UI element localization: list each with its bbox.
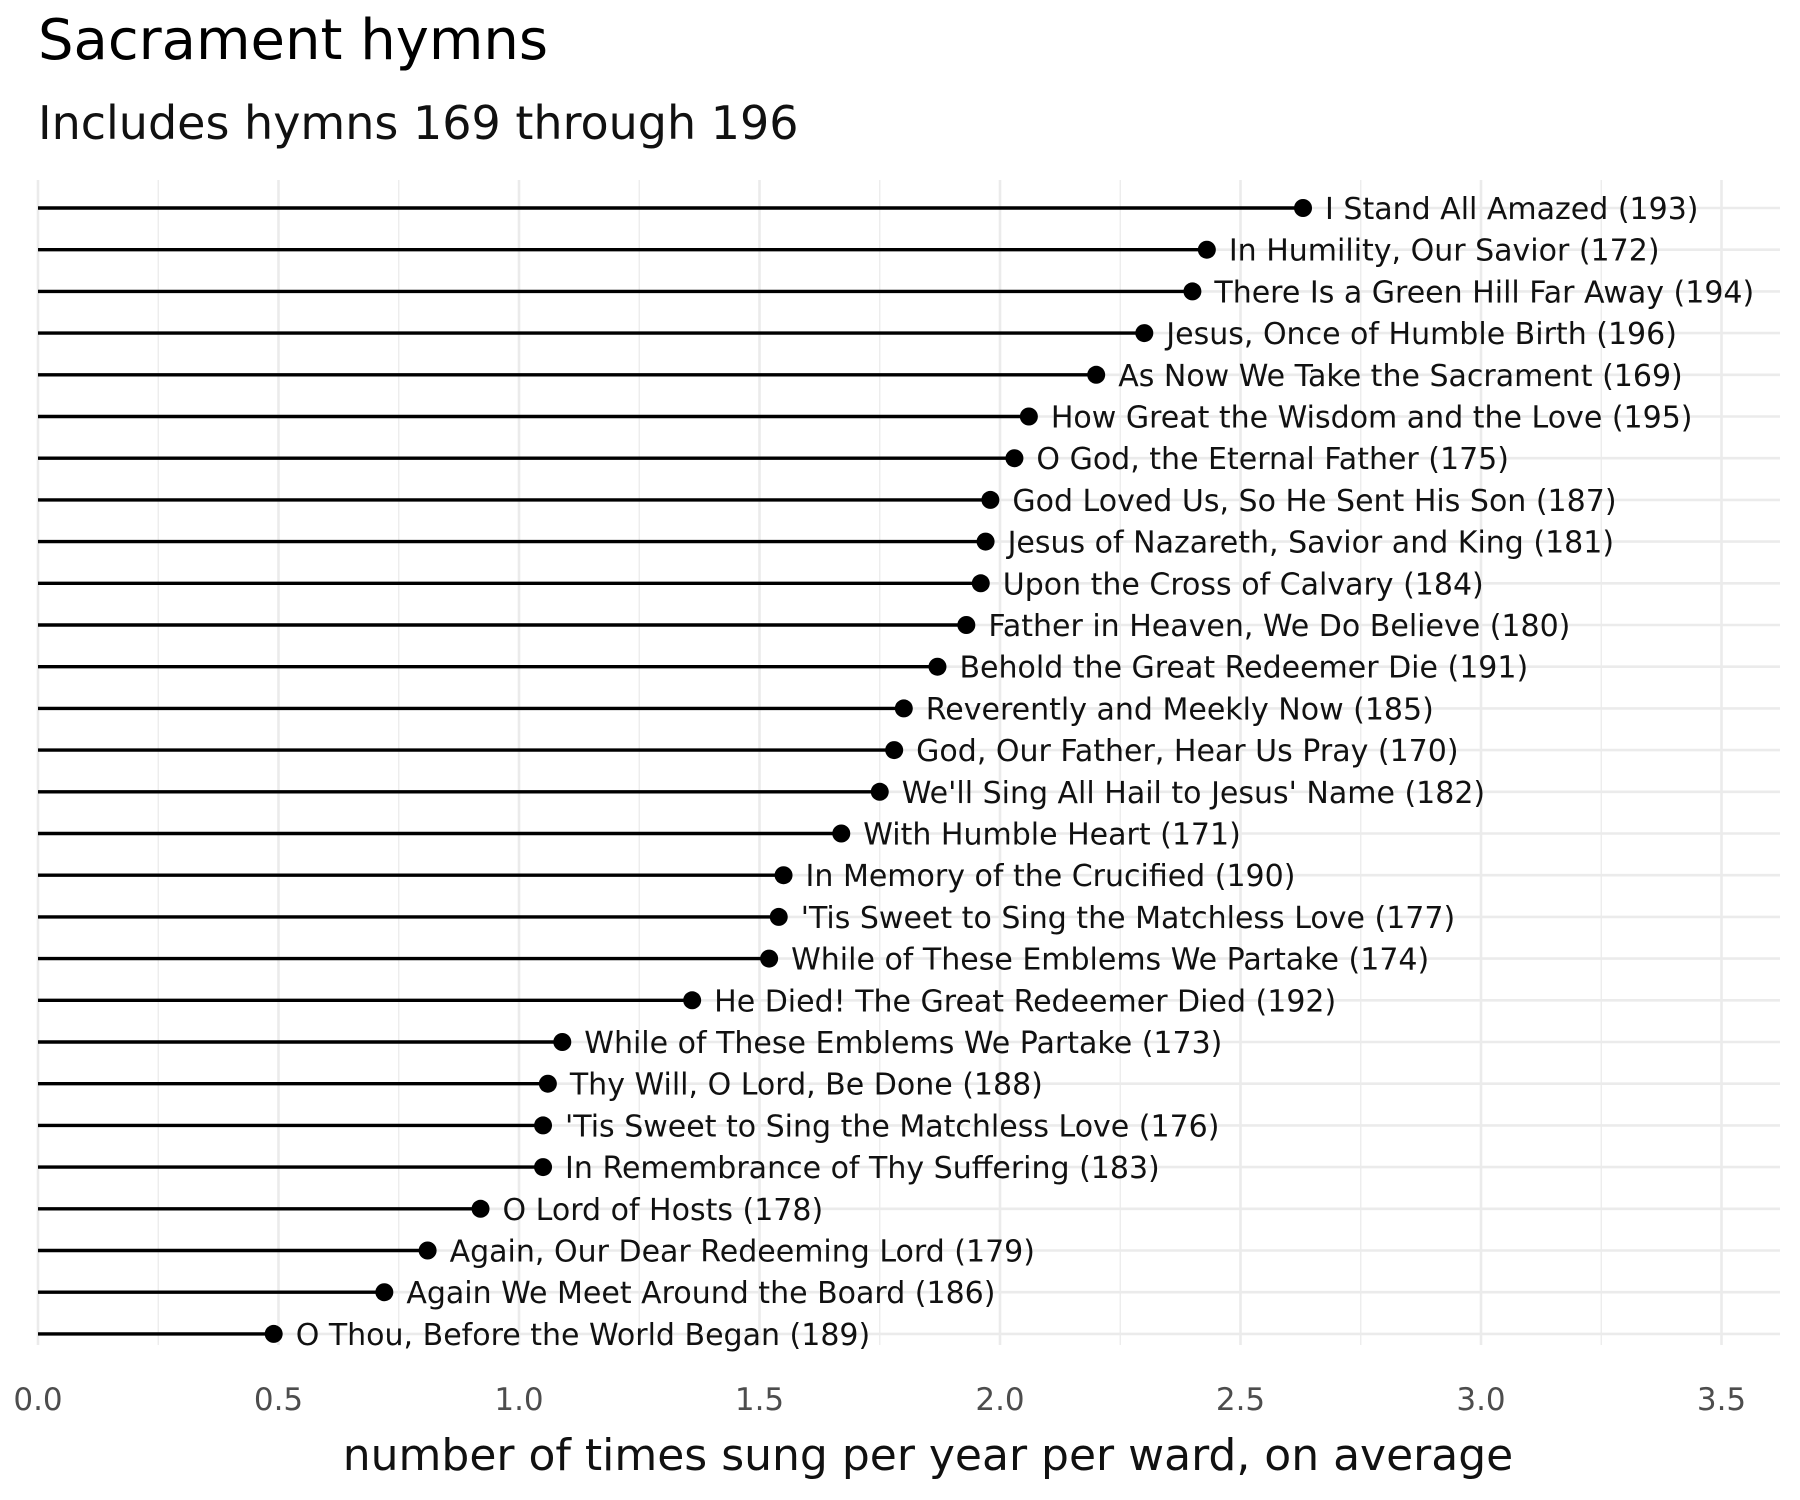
data-point: [1005, 449, 1024, 468]
point-label: We'll Sing All Hail to Jesus' Name (182): [902, 776, 1485, 811]
chart-subtitle: Includes hymns 169 through 196: [38, 96, 799, 150]
data-point: [418, 1241, 437, 1260]
data-point: [683, 991, 702, 1010]
point-layer: [264, 199, 1313, 1343]
point-label: Behold the Great Redeemer Die (191): [959, 651, 1528, 686]
x-tick-label: 1.5: [735, 1382, 784, 1418]
point-label: O Thou, Before the World Began (189): [296, 1318, 871, 1353]
point-label: O God, the Eternal Father (175): [1036, 442, 1509, 477]
x-tick-label: 0.0: [13, 1382, 62, 1418]
data-point: [1019, 407, 1038, 426]
data-point: [971, 574, 990, 593]
point-label: Jesus of Nazareth, Savior and King (181): [1006, 526, 1615, 561]
point-label: God, Our Father, Hear Us Pray (170): [916, 734, 1458, 769]
data-point: [1135, 324, 1154, 343]
x-axis-title: number of times sung per year per ward, …: [343, 1430, 1513, 1481]
point-label: He Died! The Great Redeemer Died (192): [714, 984, 1336, 1019]
point-label: How Great the Wisdom and the Love (195): [1051, 401, 1693, 436]
point-label: I Stand All Amazed (193): [1325, 192, 1698, 227]
data-point: [928, 657, 947, 676]
data-point: [1294, 199, 1313, 217]
point-label: With Humble Heart (171): [863, 818, 1241, 853]
point-label: Upon the Cross of Calvary (184): [1003, 567, 1484, 602]
x-tick-label: 2.5: [1216, 1382, 1265, 1418]
x-tick-label: 2.0: [975, 1382, 1024, 1418]
data-point: [264, 1324, 283, 1343]
label-layer: I Stand All Amazed (193) In Humility, Our…: [296, 192, 1755, 1353]
data-point: [1197, 240, 1216, 259]
point-label: 'Tis Sweet to Sing the Matchless Love (1…: [801, 901, 1455, 936]
data-point: [375, 1283, 394, 1302]
point-label: Reverently and Meekly Now (185): [926, 692, 1434, 727]
x-tick-label: 3.0: [1456, 1382, 1505, 1418]
chart-title: Sacrament hymns: [38, 8, 549, 73]
data-point: [885, 741, 904, 760]
point-label: Again We Meet Around the Board (186): [406, 1276, 995, 1311]
data-point: [471, 1199, 490, 1218]
x-tick-label: 1.0: [494, 1382, 543, 1418]
point-label: 'Tis Sweet to Sing the Matchless Love (1…: [565, 1109, 1219, 1144]
point-label: Again, Our Dear Redeeming Lord (179): [450, 1235, 1035, 1270]
point-label: As Now We Take the Sacrament (169): [1118, 359, 1683, 394]
point-label: In Memory of the Crucified (190): [806, 859, 1296, 894]
data-point: [870, 782, 889, 801]
data-point: [774, 866, 793, 885]
point-label: O Lord of Hosts (178): [503, 1193, 824, 1228]
data-point: [538, 1074, 557, 1093]
data-point: [1183, 282, 1202, 301]
point-label: In Humility, Our Savior (172): [1229, 234, 1660, 269]
point-label: Jesus, Once of Humble Birth (196): [1164, 317, 1677, 352]
data-point: [534, 1116, 553, 1135]
data-point: [957, 616, 976, 634]
point-label: God Loved Us, So He Sent His Son (187): [1012, 484, 1616, 519]
data-point: [769, 907, 788, 926]
data-point: [832, 824, 851, 843]
data-point: [976, 532, 995, 551]
point-label: Thy Will, O Lord, Be Done (188): [569, 1068, 1043, 1103]
data-point: [981, 490, 1000, 509]
x-tick-label: 3.5: [1697, 1382, 1746, 1418]
data-point: [760, 949, 779, 968]
data-point: [553, 1033, 572, 1051]
data-point: [1087, 365, 1106, 384]
point-label: There Is a Green Hill Far Away (194): [1213, 275, 1754, 310]
point-label: In Remembrance of Thy Suffering (183): [565, 1151, 1160, 1186]
stem-layer: [38, 206, 1304, 1336]
data-point: [534, 1158, 553, 1177]
tick-layer: 0.0 0.5 1.0 1.5 2.0 2.5 3.0 3.5: [13, 1382, 1746, 1418]
point-label: While of These Emblems We Partake (173): [584, 1026, 1222, 1061]
data-point: [894, 699, 913, 718]
point-label: While of These Emblems We Partake (174): [791, 943, 1429, 978]
point-label: Father in Heaven, We Do Believe (180): [988, 609, 1570, 644]
x-tick-label: 0.5: [254, 1382, 303, 1418]
